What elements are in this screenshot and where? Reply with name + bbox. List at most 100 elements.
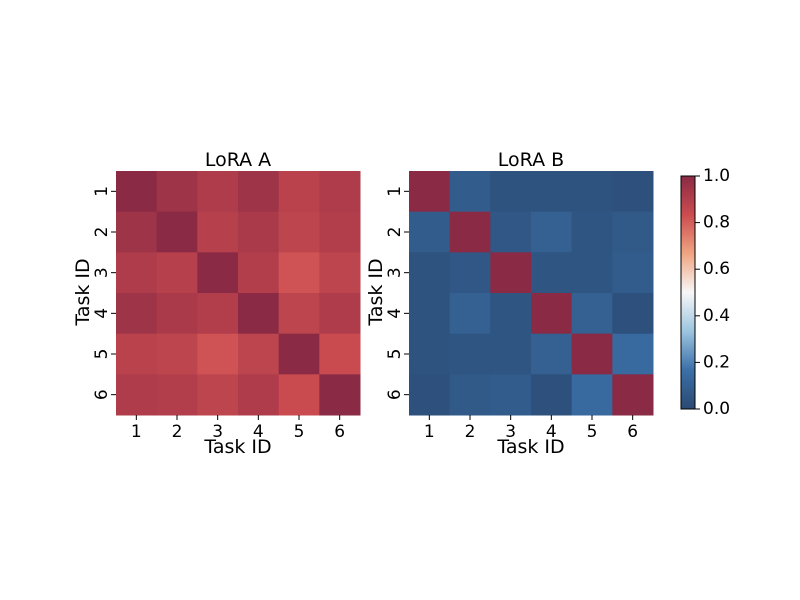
heatmap-cell-r5-c1 (116, 333, 158, 375)
chart-title: LoRA B (498, 149, 564, 171)
heatmap-cell-r1-c5 (278, 171, 320, 213)
heatmap-cell-r3-c2 (156, 252, 198, 294)
y-tick-label: 6 (92, 389, 112, 400)
x-tick-label: 1 (131, 422, 142, 442)
heatmap-cell-r5-c5 (571, 333, 613, 375)
heatmap-cell-r4-c1 (409, 293, 451, 335)
x-tick-label: 6 (334, 422, 345, 442)
heatmap-cell-r1-c3 (197, 171, 239, 213)
heatmap-cell-r4-c5 (278, 293, 320, 335)
heatmap-cell-r6-c3 (490, 374, 532, 416)
heatmap-cell-r6-c1 (116, 374, 158, 416)
heatmap-cell-r3-c6 (319, 252, 361, 294)
heatmap-cell-r4-c3 (197, 293, 239, 335)
heatmap-cell-r3-c5 (278, 252, 320, 294)
heatmap-cell-r4-c4 (531, 293, 573, 335)
x-tick-label: 5 (294, 422, 305, 442)
heatmap-cell-r3-c2 (449, 252, 491, 294)
heatmap-cell-r2-c6 (319, 211, 361, 253)
heatmap-cell-r6-c1 (409, 374, 451, 416)
heatmap-cell-r6-c6 (319, 374, 361, 416)
colorbar-tick-label: 0.8 (703, 213, 730, 233)
heatmap-cell-r6-c2 (449, 374, 491, 416)
chart-title: LoRA A (205, 149, 271, 171)
heatmap-cell-r3-c1 (116, 252, 158, 294)
y-tick-label: 4 (385, 308, 405, 319)
heatmap-cell-r1-c5 (571, 171, 613, 213)
heatmap-cell-r3-c1 (409, 252, 451, 294)
heatmap-cells (116, 171, 361, 416)
y-axis-label: Task ID (72, 258, 94, 326)
colorbar-tick-label: 0.0 (703, 399, 730, 419)
y-tick-label: 3 (92, 267, 112, 278)
heatmap-lora-a: LoRA A 1 2 3 4 5 6 1 2 3 4 5 6 Task ID Task ID (72, 149, 361, 458)
heatmap-cell-r3-c3 (490, 252, 532, 294)
heatmap-cell-r1-c6 (319, 171, 361, 213)
heatmap-cell-r4-c4 (238, 293, 280, 335)
heatmap-cell-r2-c4 (531, 211, 573, 253)
y-tick-label: 1 (92, 186, 112, 197)
colorbar: 0.0 0.2 0.4 0.6 0.8 1.0 (680, 166, 730, 419)
y-tick-label: 5 (385, 349, 405, 360)
heatmap-cell-r5-c4 (238, 333, 280, 375)
colorbar-gradient (680, 175, 696, 410)
y-tick-label: 2 (92, 227, 112, 238)
heatmap-cell-r2-c5 (278, 211, 320, 253)
heatmap-cell-r2-c6 (612, 211, 654, 253)
x-tick-label: 4 (253, 422, 264, 442)
heatmap-cell-r4-c2 (449, 293, 491, 335)
heatmap-cell-r5-c2 (156, 333, 198, 375)
heatmap-cell-r1-c2 (156, 171, 198, 213)
x-tick-labels: 1 2 3 4 5 6 (131, 415, 345, 442)
heatmap-cell-r1-c4 (531, 171, 573, 213)
colorbar-tick-label: 0.4 (703, 306, 730, 326)
x-tick-label: 3 (212, 422, 223, 442)
heatmap-cell-r4-c3 (490, 293, 532, 335)
heatmap-lora-b: LoRA B 1 2 3 4 5 6 1 2 3 4 5 6 Task ID Task ID (365, 149, 654, 458)
heatmap-cell-r3-c4 (531, 252, 573, 294)
heatmap-cell-r6-c4 (531, 374, 573, 416)
heatmap-cell-r2-c4 (238, 211, 280, 253)
x-tick-label: 3 (505, 422, 516, 442)
heatmap-cell-r4-c5 (571, 293, 613, 335)
heatmap-cell-r5-c2 (449, 333, 491, 375)
x-axis-label: Task ID (203, 436, 271, 458)
heatmap-cell-r1-c3 (490, 171, 532, 213)
heatmap-cell-r4-c2 (156, 293, 198, 335)
heatmap-cells (409, 171, 654, 416)
heatmap-cell-r5-c5 (278, 333, 320, 375)
heatmap-cell-r3-c3 (197, 252, 239, 294)
heatmap-cell-r5-c3 (197, 333, 239, 375)
heatmap-cell-r1-c2 (449, 171, 491, 213)
x-tick-labels: 1 2 3 4 5 6 (424, 415, 638, 442)
x-tick-label: 2 (172, 422, 183, 442)
heatmap-cell-r1-c1 (409, 171, 451, 213)
heatmap-cell-r6-c2 (156, 374, 198, 416)
y-tick-label: 3 (385, 267, 405, 278)
y-tick-labels: 1 2 3 4 5 6 (385, 186, 409, 400)
heatmap-cell-r5-c3 (490, 333, 532, 375)
x-tick-label: 1 (424, 422, 435, 442)
heatmap-cell-r5-c1 (409, 333, 451, 375)
x-axis-label: Task ID (496, 436, 564, 458)
heatmap-cell-r2-c1 (409, 211, 451, 253)
y-tick-label: 1 (385, 186, 405, 197)
heatmap-cell-r5-c6 (319, 333, 361, 375)
x-tick-label: 5 (587, 422, 598, 442)
heatmap-cell-r4-c1 (116, 293, 158, 335)
heatmap-cell-r2-c5 (571, 211, 613, 253)
heatmap-cell-r1-c1 (116, 171, 158, 213)
colorbar-tick-label: 0.6 (703, 259, 730, 279)
heatmap-cell-r6-c5 (571, 374, 613, 416)
colorbar-tick-label: 1.0 (703, 166, 730, 186)
heatmap-cell-r2-c1 (116, 211, 158, 253)
heatmap-cell-r5-c6 (612, 333, 654, 375)
y-tick-label: 2 (385, 227, 405, 238)
heatmap-cell-r4-c6 (612, 293, 654, 335)
heatmap-cell-r5-c4 (531, 333, 573, 375)
heatmap-cell-r3-c6 (612, 252, 654, 294)
y-tick-label: 4 (92, 308, 112, 319)
heatmap-cell-r1-c4 (238, 171, 280, 213)
x-tick-label: 2 (465, 422, 476, 442)
